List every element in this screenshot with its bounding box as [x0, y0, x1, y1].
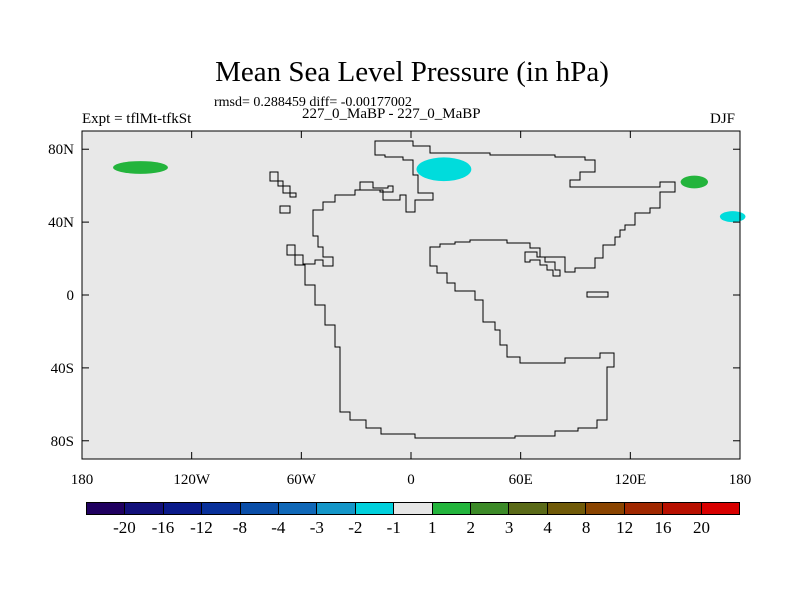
lat-label: 80S [51, 434, 74, 450]
colorbar [86, 502, 740, 515]
lon-label: 60W [287, 472, 317, 488]
anomaly-layer [113, 157, 746, 223]
lat-label: 80N [48, 142, 74, 158]
colorbar-box [471, 503, 510, 514]
experiment-label: Expt = tflMt-tfkSt [82, 111, 192, 127]
colorbar-label: 2 [466, 518, 475, 537]
stats-text: rmsd= 0.288459 diff= -0.00177002 [214, 95, 412, 110]
colorbar-label: -1 [386, 518, 401, 537]
colorbar-box [125, 503, 164, 514]
colorbar-box [355, 503, 395, 514]
anomaly-negative-2 [416, 157, 472, 182]
colorbar-box [240, 503, 280, 514]
colorbar-label: 3 [504, 518, 514, 537]
anomaly-positive-1 [113, 161, 168, 174]
colorbar-label: -3 [309, 518, 324, 537]
anomaly-positive-3 [680, 175, 709, 189]
colorbar-label: 20 [693, 518, 711, 537]
colorbar-box [163, 503, 203, 514]
lat-label: 40N [48, 215, 74, 231]
colorbar-box [87, 503, 126, 514]
period-label: 227_0_MaBP - 227_0_MaBP [302, 106, 481, 122]
axis-ticks [81, 131, 741, 459]
colorbar-box [394, 503, 433, 514]
colorbar-label: 8 [581, 518, 591, 537]
colorbar-box [547, 503, 587, 514]
lon-label: 0 [407, 472, 415, 488]
season-label: DJF [710, 111, 736, 127]
colorbar-label: -12 [190, 518, 213, 537]
colorbar-label: 16 [654, 518, 672, 537]
colorbar-label: -20 [113, 518, 136, 537]
lon-label: 60E [509, 472, 533, 488]
lon-label: 180 [71, 472, 94, 488]
map-background [82, 131, 740, 459]
colorbar-label: 4 [543, 518, 552, 537]
colorbar-label: -2 [348, 518, 363, 537]
colorbar-box [279, 503, 318, 514]
colorbar-label: -8 [232, 518, 247, 537]
colorbar-label: 1 [427, 518, 437, 537]
plot-title: Mean Sea Level Pressure (in hPa) [215, 56, 609, 88]
colorbar-label: 12 [616, 518, 634, 537]
colorbar-box [509, 503, 548, 514]
colorbar-box [701, 503, 739, 514]
lat-label: 0 [67, 288, 75, 304]
longitude-labels: 180 120W 60W 0 60E 120E 180 [71, 472, 752, 488]
colorbar-box [317, 503, 356, 514]
coastline-outline [269, 140, 676, 439]
lon-label: 120E [614, 472, 646, 488]
lon-label: 180 [729, 472, 752, 488]
colorbar-label: -4 [271, 518, 286, 537]
lon-label: 120W [173, 472, 211, 488]
colorbar-box [202, 503, 241, 514]
latitude-labels: 80N 40N 0 40S 80S [48, 142, 74, 450]
colorbar-box [663, 503, 702, 514]
anomaly-negative-4 [719, 211, 746, 223]
colorbar-box [432, 503, 472, 514]
colorbar-box [586, 503, 625, 514]
lat-label: 40S [51, 361, 74, 377]
colorbar-box [624, 503, 664, 514]
colorbar-label: -16 [151, 518, 175, 537]
